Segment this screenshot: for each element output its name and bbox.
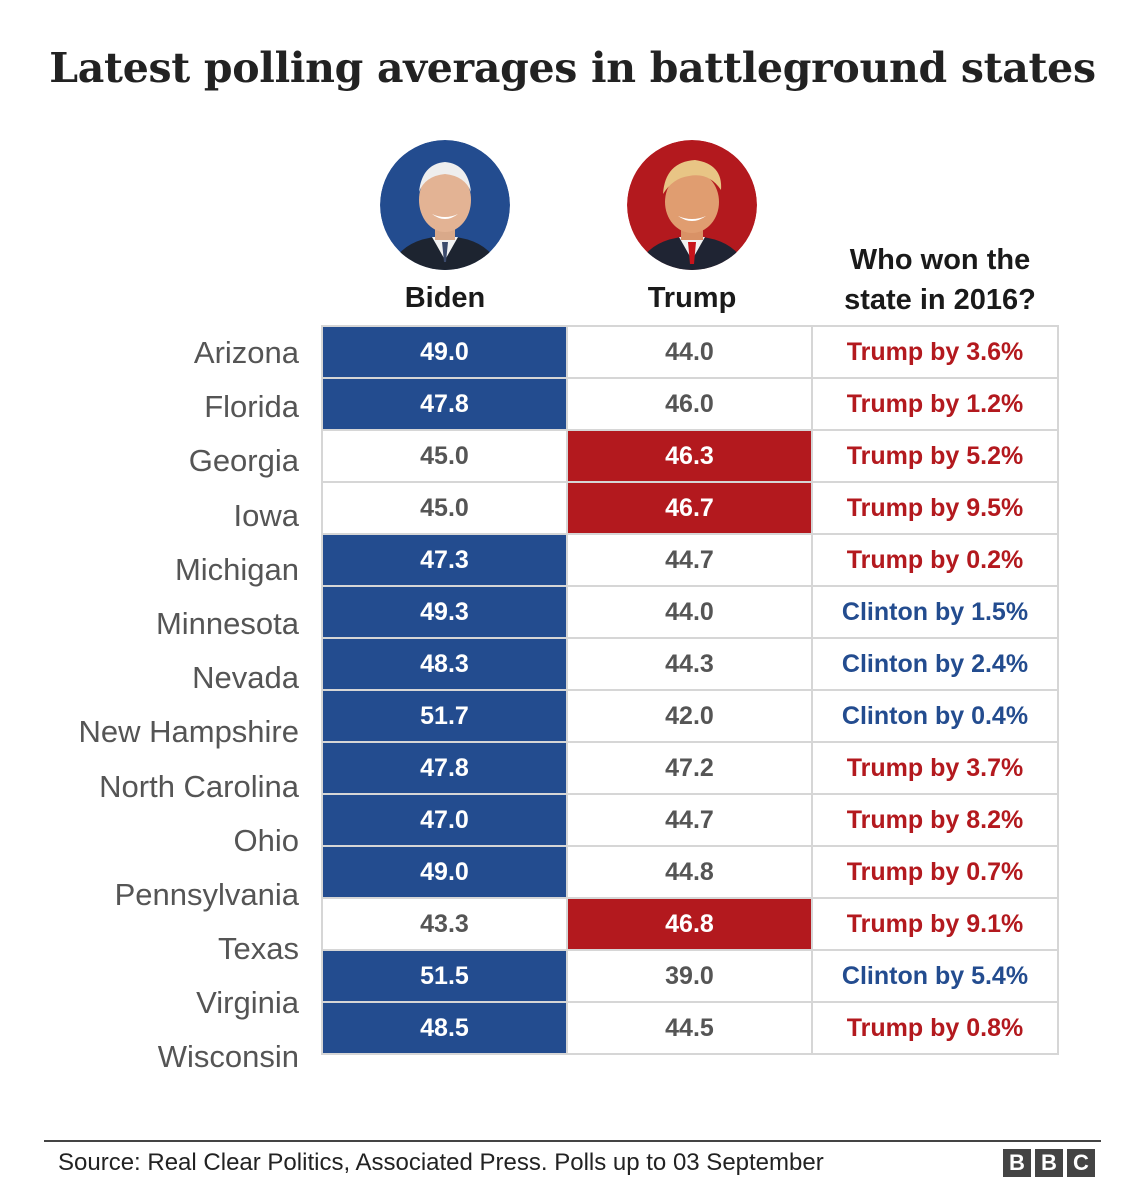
bbc-logo: B B C	[1003, 1149, 1095, 1177]
table-row: 47.3 44.7 Trump by 0.2%	[321, 533, 1059, 587]
biden-poll-cell: 51.5	[321, 949, 568, 1003]
state-name: North Carolina	[99, 768, 299, 804]
table-row: 48.5 44.5 Trump by 0.8%	[321, 1001, 1059, 1055]
biden-poll-cell: 45.0	[321, 429, 568, 483]
winner-2016-cell: Trump by 3.7%	[811, 741, 1059, 795]
winner-2016-cell: Trump by 3.6%	[811, 325, 1059, 379]
table-row: 45.0 46.3 Trump by 5.2%	[321, 429, 1059, 483]
trump-poll-cell: 44.7	[566, 533, 813, 587]
trump-poll-cell: 44.3	[566, 637, 813, 691]
footer-divider	[44, 1140, 1101, 1142]
table-row: 51.7 42.0 Clinton by 0.4%	[321, 689, 1059, 743]
trump-poll-cell: 42.0	[566, 689, 813, 743]
state-name-list: Arizona Florida Georgia Iowa Michigan Minneso…	[0, 326, 299, 1085]
biden-poll-cell: 49.0	[321, 325, 568, 379]
trump-poll-cell: 44.8	[566, 845, 813, 899]
state-name: Virginia	[196, 985, 299, 1021]
table-row: 48.3 44.3 Clinton by 2.4%	[321, 637, 1059, 691]
biden-poll-cell: 49.0	[321, 845, 568, 899]
biden-poll-cell: 45.0	[321, 481, 568, 535]
state-name: Georgia	[188, 443, 299, 479]
bbc-logo-letter: B	[1035, 1149, 1063, 1177]
winner-2016-cell: Trump by 0.2%	[811, 533, 1059, 587]
state-name: Michigan	[174, 551, 299, 587]
winner-2016-cell: Clinton by 2.4%	[811, 637, 1059, 691]
state-name: Ohio	[233, 822, 299, 858]
table-row: 49.0 44.8 Trump by 0.7%	[321, 845, 1059, 899]
trump-poll-cell: 46.0	[566, 377, 813, 431]
state-name: Wisconsin	[157, 1039, 299, 1075]
biden-poll-cell: 43.3	[321, 897, 568, 951]
biden-poll-cell: 48.3	[321, 637, 568, 691]
biden-portrait	[380, 140, 510, 270]
trump-poll-cell: 46.8	[566, 897, 813, 951]
trump-poll-cell: 47.2	[566, 741, 813, 795]
table-row: 49.0 44.0 Trump by 3.6%	[321, 325, 1059, 379]
biden-poll-cell: 47.8	[321, 741, 568, 795]
trump-poll-cell: 39.0	[566, 949, 813, 1003]
winner-2016-cell: Trump by 5.2%	[811, 429, 1059, 483]
table-row: 47.8 46.0 Trump by 1.2%	[321, 377, 1059, 431]
column-header-2016-winner: Who won the state in 2016?	[844, 244, 1036, 316]
column-header-biden: Biden	[404, 282, 486, 314]
table-row: 45.0 46.7 Trump by 9.5%	[321, 481, 1059, 535]
winner-2016-cell: Trump by 0.8%	[811, 1001, 1059, 1055]
trump-poll-cell: 46.3	[566, 429, 813, 483]
state-name: New Hampshire	[78, 714, 299, 750]
trump-portrait	[627, 140, 757, 270]
chart-title: Latest polling averages in battleground …	[49, 44, 1096, 92]
bbc-logo-letter: C	[1067, 1149, 1095, 1177]
trump-poll-cell: 46.7	[566, 481, 813, 535]
biden-poll-cell: 47.3	[321, 533, 568, 587]
winner-2016-cell: Trump by 0.7%	[811, 845, 1059, 899]
trump-poll-cell: 44.0	[566, 325, 813, 379]
winner-2016-cell: Trump by 9.5%	[811, 481, 1059, 535]
state-name: Florida	[204, 389, 299, 425]
biden-poll-cell: 51.7	[321, 689, 568, 743]
column-header-trump: Trump	[647, 282, 737, 314]
bbc-logo-letter: B	[1003, 1149, 1031, 1177]
state-name: Texas	[218, 931, 299, 967]
winner-2016-cell: Trump by 9.1%	[811, 897, 1059, 951]
winner-2016-cell: Clinton by 0.4%	[811, 689, 1059, 743]
state-name: Iowa	[233, 497, 299, 533]
table-row: 43.3 46.8 Trump by 9.1%	[321, 897, 1059, 951]
winner-2016-cell: Trump by 8.2%	[811, 793, 1059, 847]
winner-2016-cell: Trump by 1.2%	[811, 377, 1059, 431]
state-name: Pennsylvania	[114, 876, 299, 912]
biden-poll-cell: 49.3	[321, 585, 568, 639]
table-row: 47.0 44.7 Trump by 8.2%	[321, 793, 1059, 847]
state-name: Nevada	[192, 660, 299, 696]
trump-poll-cell: 44.0	[566, 585, 813, 639]
biden-poll-cell: 48.5	[321, 1001, 568, 1055]
trump-poll-cell: 44.7	[566, 793, 813, 847]
state-name: Arizona	[193, 335, 299, 370]
biden-poll-cell: 47.0	[321, 793, 568, 847]
table-row: 47.8 47.2 Trump by 3.7%	[321, 741, 1059, 795]
polling-table: 49.0 44.0 Trump by 3.6% 47.8 46.0 Trump by 1.…	[321, 325, 1059, 1055]
table-row: 51.5 39.0 Clinton by 5.4%	[321, 949, 1059, 1003]
biden-poll-cell: 47.8	[321, 377, 568, 431]
state-name: Minnesota	[155, 605, 299, 641]
winner-2016-cell: Clinton by 5.4%	[811, 949, 1059, 1003]
winner-2016-cell: Clinton by 1.5%	[811, 585, 1059, 639]
source-note: Source: Real Clear Politics, Associated …	[58, 1149, 824, 1176]
trump-poll-cell: 44.5	[566, 1001, 813, 1055]
table-row: 49.3 44.0 Clinton by 1.5%	[321, 585, 1059, 639]
